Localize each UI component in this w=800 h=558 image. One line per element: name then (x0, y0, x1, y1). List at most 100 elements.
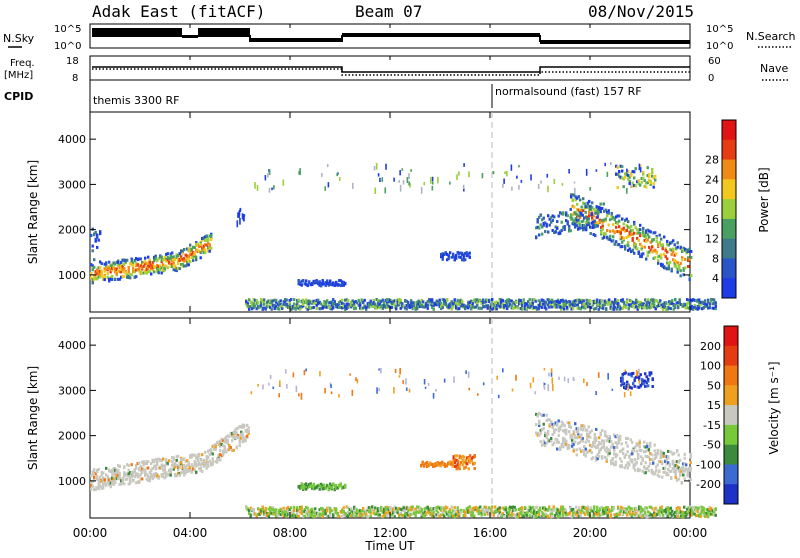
range-cell (267, 173, 269, 178)
range-cell (534, 511, 537, 515)
range-cell (186, 257, 189, 261)
range-cell (272, 512, 275, 516)
range-cell (299, 507, 302, 511)
range-cell (300, 392, 303, 400)
range-cell (135, 263, 138, 267)
range-cell (646, 238, 649, 242)
range-cell (198, 467, 201, 471)
range-cell (390, 300, 393, 304)
range-cell (147, 263, 150, 267)
range-cell (381, 303, 384, 307)
range-cell (103, 269, 106, 273)
range-cell (333, 511, 336, 515)
range-cell (554, 230, 557, 234)
range-cell (320, 284, 323, 288)
range-cell (132, 269, 135, 273)
range-cell (617, 506, 620, 510)
range-cell (108, 266, 111, 270)
cpid-segment-1: themis 3300 RF (93, 94, 180, 107)
range-cell (153, 475, 156, 479)
range-cell (353, 506, 356, 510)
range-cell (535, 226, 538, 230)
range-cell (97, 272, 100, 276)
range-cell (652, 249, 655, 253)
range-cell (120, 270, 123, 274)
range-cell (679, 269, 682, 273)
range-cell (347, 514, 350, 518)
range-cell (299, 168, 301, 176)
range-cell (661, 243, 664, 247)
range-cell (178, 257, 181, 261)
range-cell (172, 463, 175, 467)
range-cell (147, 270, 150, 274)
range-cell (112, 265, 115, 269)
range-cell (474, 505, 477, 509)
range-cell (662, 454, 665, 458)
range-cell (315, 306, 318, 310)
range-cell (599, 513, 602, 517)
range-cell (671, 462, 674, 466)
range-cell (175, 455, 178, 459)
range-cell (297, 298, 300, 302)
range-cell (627, 303, 630, 307)
range-cell (548, 301, 551, 305)
range-cell (644, 384, 647, 388)
range-cell (305, 300, 308, 304)
range-cell (111, 471, 114, 475)
range-cell (196, 248, 199, 252)
range-cell (297, 306, 300, 310)
range-cell (625, 228, 628, 232)
range-cell (467, 300, 470, 304)
range-cell (452, 254, 455, 258)
range-cell (560, 505, 563, 509)
range-cell (577, 428, 580, 432)
range-cell (417, 302, 420, 306)
range-cell (584, 428, 587, 432)
range-cell (676, 267, 679, 271)
range-cell (627, 306, 630, 310)
range-cell (426, 306, 429, 310)
range-cell (238, 444, 241, 448)
range-cell (120, 261, 123, 265)
range-cell (220, 454, 223, 458)
range-cell (605, 435, 608, 439)
range-cell (574, 434, 577, 438)
range-cell (459, 255, 462, 259)
range-cell (411, 301, 414, 305)
range-cell (546, 298, 549, 302)
range-cell (390, 305, 393, 309)
range-cell (645, 506, 648, 510)
range-cell (618, 219, 621, 223)
range-cell (348, 303, 351, 307)
range-cell (359, 512, 362, 516)
range-cell (315, 280, 318, 284)
range-cell (205, 466, 208, 470)
range-cell (184, 253, 187, 257)
range-cell (550, 368, 553, 373)
range-cell (389, 507, 392, 511)
range-cell (579, 307, 582, 311)
range-cell (465, 370, 467, 374)
range-cell (248, 307, 251, 311)
range-cell (492, 306, 495, 310)
colorbar-tick: -200 (696, 478, 721, 491)
range-cell (671, 514, 674, 518)
range-cell (590, 457, 593, 461)
nsearch-tick-top: 10^5 (706, 24, 733, 35)
range-cell (654, 249, 657, 253)
range-cell (398, 507, 401, 511)
range-cell (598, 442, 601, 446)
range-cell (148, 479, 151, 483)
range-cell (353, 303, 356, 307)
range-cell (518, 184, 520, 190)
range-cell (459, 508, 462, 512)
range-cell (121, 481, 124, 485)
range-cell (450, 300, 453, 304)
range-cell (332, 302, 335, 306)
range-cell (344, 282, 347, 286)
range-cell (99, 230, 102, 234)
range-cell (267, 512, 270, 516)
range-cell (521, 506, 524, 510)
range-cell (596, 215, 599, 219)
